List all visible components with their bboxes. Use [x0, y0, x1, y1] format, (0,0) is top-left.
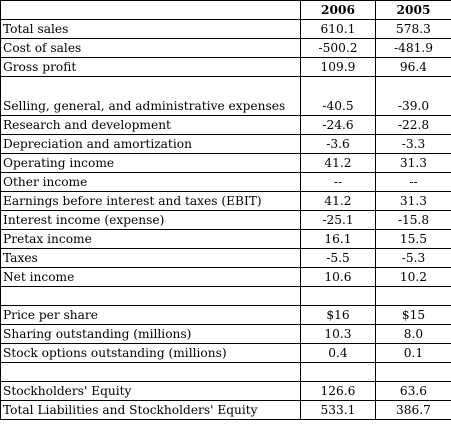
table-row-interest: Interest income (expense) -25.1 -15.8: [0, 210, 451, 230]
row-label: Other income: [0, 172, 301, 192]
value-2005: 0.1: [375, 343, 451, 363]
value-2005: -481.9: [375, 38, 451, 58]
table-row-depreciation: Depreciation and amortization -3.6 -3.3: [0, 134, 451, 154]
value-2005: 31.3: [375, 191, 451, 211]
value-2006: 533.1: [300, 400, 376, 420]
value-2006: 0.4: [300, 343, 376, 363]
value-2006: 126.6: [300, 381, 376, 401]
value-2005: -5.3: [375, 248, 451, 268]
row-label: Research and development: [0, 115, 301, 135]
row-label: Sharing outstanding (millions): [0, 324, 301, 344]
table-row-ebit: Earnings before interest and taxes (EBIT…: [0, 191, 451, 211]
value-2005: 10.2: [375, 267, 451, 287]
value-2005: 578.3: [375, 19, 451, 39]
table-row-r-and-d: Research and development -24.6 -22.8: [0, 115, 451, 135]
empty-cell: [300, 286, 376, 306]
value-2005: 63.6: [375, 381, 451, 401]
value-2005: 15.5: [375, 229, 451, 249]
row-label: Earnings before interest and taxes (EBIT…: [0, 191, 301, 211]
table-row-spacer: [0, 362, 451, 382]
value-2005: -39.0: [375, 76, 451, 116]
table-row-total-sales: Total sales 610.1 578.3: [0, 19, 451, 39]
row-label: Depreciation and amortization: [0, 134, 301, 154]
table-row-cost-of-sales: Cost of sales -500.2 -481.9: [0, 38, 451, 58]
table-row-sga: Selling, general, and administrative exp…: [0, 76, 451, 116]
row-label: Total sales: [0, 19, 301, 39]
value-2005: --: [375, 172, 451, 192]
value-2005: -15.8: [375, 210, 451, 230]
value-2005: -3.3: [375, 134, 451, 154]
value-2005: 31.3: [375, 153, 451, 173]
value-2006: -25.1: [300, 210, 376, 230]
empty-cell: [375, 286, 451, 306]
row-label: Net income: [0, 267, 301, 287]
empty-cell: [0, 286, 301, 306]
value-2006: 16.1: [300, 229, 376, 249]
value-2006: -24.6: [300, 115, 376, 135]
row-label: Stock options outstanding (millions): [0, 343, 301, 363]
value-2006: -40.5: [300, 76, 376, 116]
table-row-pretax-income: Pretax income 16.1 15.5: [0, 229, 451, 249]
table-row-stockholders-equity: Stockholders' Equity 126.6 63.6: [0, 381, 451, 401]
row-label: Interest income (expense): [0, 210, 301, 230]
header-year-2005: 2005: [375, 0, 451, 20]
table-row-taxes: Taxes -5.5 -5.3: [0, 248, 451, 268]
value-2005: 8.0: [375, 324, 451, 344]
row-label: Operating income: [0, 153, 301, 173]
row-label: Cost of sales: [0, 38, 301, 58]
empty-cell: [300, 362, 376, 382]
value-2005: 96.4: [375, 57, 451, 77]
empty-cell: [375, 362, 451, 382]
table-row-operating-income: Operating income 41.2 31.3: [0, 153, 451, 173]
value-2006: $16: [300, 305, 376, 325]
row-label: Price per share: [0, 305, 301, 325]
table-row-total-liabilities-equity: Total Liabilities and Stockholders' Equi…: [0, 400, 451, 420]
header-label-cell: [0, 0, 301, 20]
value-2006: -5.5: [300, 248, 376, 268]
row-label: Selling, general, and administrative exp…: [0, 76, 301, 116]
value-2006: 10.6: [300, 267, 376, 287]
row-label: Gross profit: [0, 57, 301, 77]
value-2006: -500.2: [300, 38, 376, 58]
value-2005: -22.8: [375, 115, 451, 135]
value-2005: $15: [375, 305, 451, 325]
value-2006: --: [300, 172, 376, 192]
table-row-price-per-share: Price per share $16 $15: [0, 305, 451, 325]
header-row: 2006 2005: [0, 0, 451, 20]
row-label: Stockholders' Equity: [0, 381, 301, 401]
row-label: Pretax income: [0, 229, 301, 249]
value-2005: 386.7: [375, 400, 451, 420]
value-2006: 610.1: [300, 19, 376, 39]
value-2006: 41.2: [300, 191, 376, 211]
value-2006: -3.6: [300, 134, 376, 154]
value-2006: 10.3: [300, 324, 376, 344]
table-row-other-income: Other income -- --: [0, 172, 451, 192]
empty-cell: [0, 362, 301, 382]
row-label: Taxes: [0, 248, 301, 268]
table-row-spacer: [0, 286, 451, 306]
table-row-net-income: Net income 10.6 10.2: [0, 267, 451, 287]
value-2006: 41.2: [300, 153, 376, 173]
header-year-2006: 2006: [300, 0, 376, 20]
row-label: Total Liabilities and Stockholders' Equi…: [0, 400, 301, 420]
table-row-gross-profit: Gross profit 109.9 96.4: [0, 57, 451, 77]
value-2006: 109.9: [300, 57, 376, 77]
table-row-stock-options: Stock options outstanding (millions) 0.4…: [0, 343, 451, 363]
table-row-shares-outstanding: Sharing outstanding (millions) 10.3 8.0: [0, 324, 451, 344]
